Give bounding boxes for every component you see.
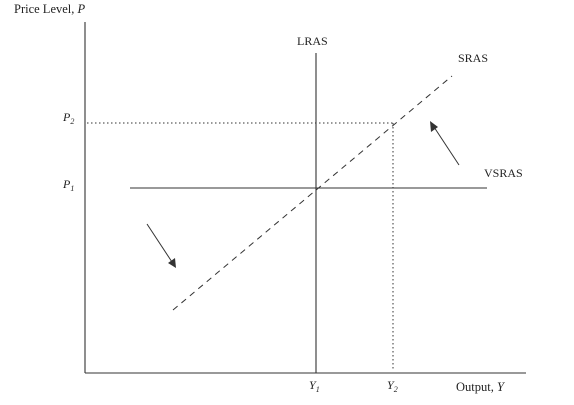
- shift-up-arrow: [430, 121, 460, 166]
- lras-label: LRAS: [297, 34, 328, 48]
- sras-label: SRAS: [458, 51, 488, 65]
- y-axis-title: Price Level, P: [14, 2, 86, 16]
- vsras-label: VSRAS: [484, 166, 523, 180]
- price-level-p2-label: P2: [62, 110, 74, 126]
- x-axis-title: Output, Y: [456, 380, 506, 394]
- shift-down-arrow: [146, 223, 176, 268]
- output-y1-label: Y1: [309, 378, 320, 394]
- output-y2-label: Y2: [387, 378, 398, 394]
- sras-curve: [172, 75, 453, 311]
- price-level-p1-label: P1: [62, 177, 74, 193]
